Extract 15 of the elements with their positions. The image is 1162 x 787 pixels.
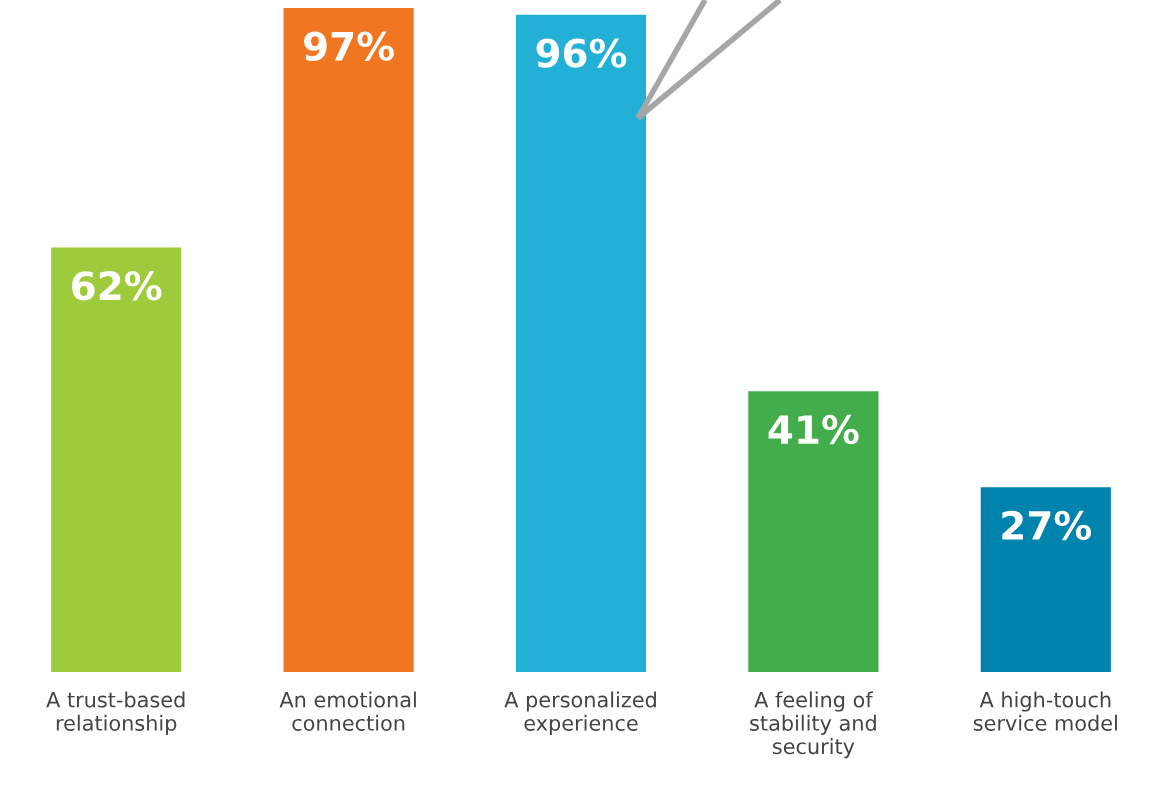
bar bbox=[980, 487, 1111, 672]
bar bbox=[51, 247, 182, 672]
x-tick-label: A feeling of stability and security bbox=[750, 691, 876, 759]
x-tick-label: A personalized experience bbox=[504, 691, 656, 735]
data-label: 62% bbox=[72, 271, 162, 301]
data-label: 96% bbox=[536, 38, 627, 68]
data-label: 97% bbox=[304, 31, 394, 61]
data-label: 27% bbox=[1002, 510, 1092, 541]
bar bbox=[283, 8, 414, 672]
x-tick-label: A high-touch service model bbox=[973, 691, 1117, 731]
x-tick-label: A trust-based relationship bbox=[46, 691, 185, 735]
bar bbox=[748, 391, 879, 672]
x-tick-label: An emotional connection bbox=[279, 691, 416, 731]
bar bbox=[515, 14, 647, 672]
data-label: 41% bbox=[768, 414, 859, 445]
